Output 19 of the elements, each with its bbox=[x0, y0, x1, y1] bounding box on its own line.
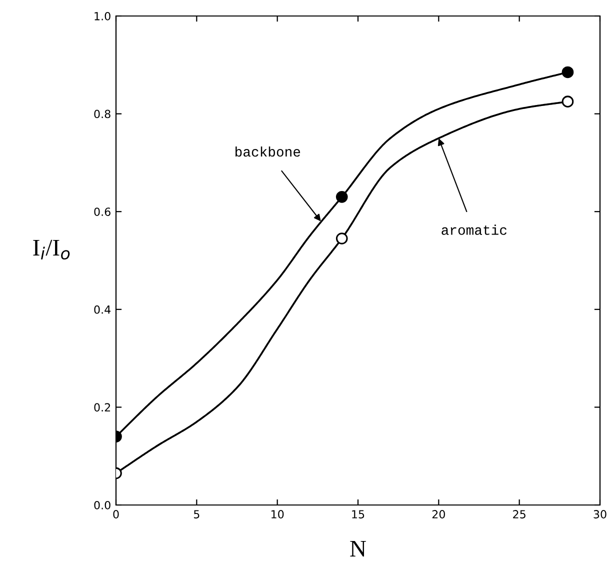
x-tick-label: 15 bbox=[352, 510, 364, 518]
x-tick-label: 10 bbox=[271, 510, 284, 518]
x-tick-label: 25 bbox=[513, 510, 526, 518]
y-tick-label: 0.4 bbox=[94, 305, 111, 314]
x-tick-label: 0 bbox=[113, 510, 119, 518]
y-tick-label: 0.2 bbox=[94, 403, 110, 412]
x-tick-label: 5 bbox=[194, 510, 200, 518]
x-tick-label: 30 bbox=[594, 510, 606, 518]
y-tick-label: 0.8 bbox=[94, 110, 110, 118]
y-axis-title: I$_{i}$/I$_{o}$ bbox=[33, 240, 70, 260]
point bbox=[562, 66, 574, 78]
x-tick-label: 20 bbox=[432, 510, 445, 518]
y-tick-label: 0.0 bbox=[94, 500, 110, 510]
y-tick-label: 0.6 bbox=[94, 208, 110, 216]
annotation: aromatic bbox=[442, 224, 506, 235]
point bbox=[562, 96, 574, 108]
y-tick-label: 1.0 bbox=[94, 12, 110, 20]
x-axis-title: N bbox=[350, 540, 366, 556]
annotation: backbone bbox=[236, 146, 300, 157]
